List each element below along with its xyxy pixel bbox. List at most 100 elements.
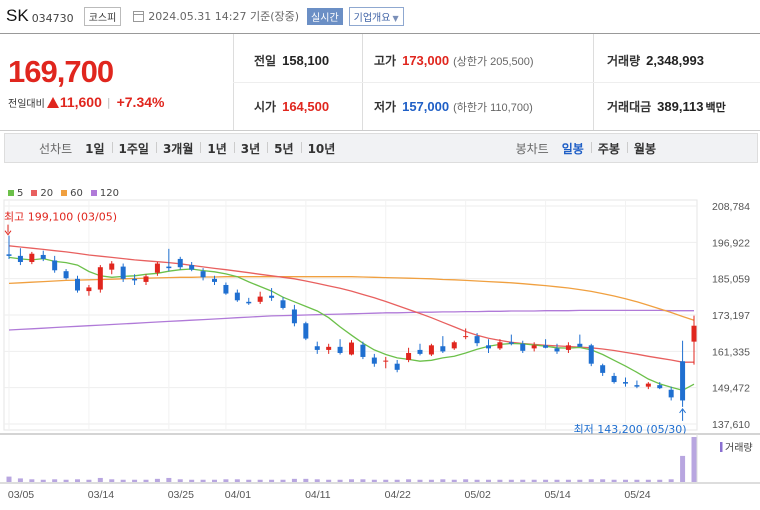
volume-bar — [565, 479, 571, 482]
volume-bar — [143, 479, 149, 482]
candle-down — [623, 382, 628, 384]
candle-down — [508, 342, 514, 344]
trade-amount-label: 거래대금 — [607, 100, 652, 114]
volume-bar — [52, 479, 58, 482]
volume-bar — [337, 479, 343, 482]
lower-limit-value: 110,700) — [490, 102, 533, 114]
company-overview-label: 기업개요 — [353, 12, 391, 24]
candle-down — [291, 309, 297, 324]
low-value: 157,000 — [402, 99, 450, 114]
candle-down — [577, 343, 583, 347]
candle-down — [394, 363, 400, 370]
volume-bar — [531, 479, 537, 482]
candle-down — [52, 260, 58, 271]
candle-down — [269, 295, 275, 298]
volume-bar — [474, 479, 480, 482]
legend-ma60-label: 60 — [70, 188, 83, 199]
x-tick-label: 04/01 — [225, 489, 251, 501]
weekly-candle-button[interactable]: 주봉 — [590, 140, 627, 157]
trade-amount-value: 389,113 — [657, 99, 704, 114]
legend-ma20-label: 20 — [40, 188, 54, 199]
x-tick-label: 05/14 — [544, 489, 570, 501]
period-5y-button[interactable]: 5년 — [267, 140, 300, 157]
volume-bar — [668, 479, 674, 482]
volume-value: 2,348,993 — [646, 53, 704, 68]
prev-close-value: 158,100 — [282, 53, 330, 68]
candle-up — [97, 267, 103, 290]
legend-ma120: 120 — [90, 188, 119, 199]
lower-limit-label: (하한가 — [453, 102, 488, 114]
candle-up — [428, 345, 434, 355]
candle-down — [234, 292, 240, 301]
prev-close-label: 전일 — [254, 54, 277, 68]
volume-bar — [417, 479, 423, 482]
volume-bar — [212, 479, 217, 482]
y-tick-label: 137,610 — [712, 419, 750, 431]
volume-bar — [383, 479, 389, 482]
volume-bar — [280, 479, 286, 482]
volume-bar — [371, 479, 377, 482]
candle-down — [120, 266, 126, 279]
candle-up — [451, 342, 457, 349]
volume-bar — [189, 479, 195, 482]
candle-down — [246, 301, 252, 304]
realtime-button[interactable]: 실시간 — [307, 7, 343, 25]
candle-down — [554, 348, 560, 352]
chevron-down-icon: ▼ — [392, 13, 399, 23]
volume-label: 거래량 — [725, 442, 753, 454]
period-3y-button[interactable]: 3년 — [233, 140, 267, 157]
volume-bar — [17, 478, 23, 482]
volume-bar — [623, 479, 628, 482]
candle-up — [257, 296, 263, 302]
period-toolbar: 선차트 1일 1주일 3개월 1년 3년 5년 10년 봉차트 일봉 주봉 월봉 — [4, 133, 758, 163]
volume-bar — [326, 479, 332, 482]
candle-down — [474, 336, 480, 344]
market-badge: 코스피 — [83, 6, 122, 26]
change-amount: 11,600 — [59, 94, 102, 110]
open-label: 시가 — [254, 100, 277, 114]
period-1d-button[interactable]: 1일 — [85, 141, 105, 156]
candlestick-chart[interactable]: 208,784 196,922 185,059 173,197 161,335 149,4… — [0, 190, 760, 510]
candle-down — [177, 258, 183, 268]
volume-bar — [691, 437, 697, 482]
candle-down — [189, 265, 195, 270]
period-1w-button[interactable]: 1주일 — [111, 140, 156, 157]
prev-close: 전일 158,100 — [254, 52, 329, 69]
x-tick-label: 05/02 — [465, 489, 491, 501]
open-value: 164,500 — [282, 99, 330, 114]
legend-ma20: 20 — [31, 188, 53, 199]
volume-bar — [463, 479, 469, 482]
candle-down — [166, 266, 172, 269]
period-1y-button[interactable]: 1년 — [200, 140, 233, 157]
candle-up — [383, 360, 389, 362]
low-annotation: 최저 143,200 (05/30) — [574, 423, 687, 436]
volume: 거래량 2,348,993 — [607, 52, 704, 69]
x-tick-label: 03/25 — [168, 489, 194, 501]
candle-up — [565, 345, 571, 350]
monthly-candle-button[interactable]: 월봉 — [626, 140, 663, 157]
candle-down — [680, 361, 686, 401]
candle-up — [406, 352, 412, 361]
volume-bar — [120, 479, 126, 482]
candle-down — [486, 345, 491, 349]
volume-bar — [97, 477, 103, 482]
candle-up — [349, 342, 354, 355]
period-3m-button[interactable]: 3개월 — [155, 140, 200, 157]
volume-bar — [303, 478, 309, 482]
candle-up — [109, 263, 115, 270]
daily-candle-button[interactable]: 일봉 — [561, 141, 584, 156]
volume-bar — [6, 476, 12, 482]
stock-name: SK — [6, 6, 29, 25]
volume-bar — [200, 479, 206, 482]
volume-bar — [177, 479, 183, 482]
candle-down — [371, 357, 377, 364]
company-overview-dropdown[interactable]: 기업개요 ▼ — [348, 6, 404, 26]
candle-up — [154, 263, 160, 273]
volume-bar — [451, 479, 457, 482]
candle-down — [40, 254, 46, 259]
period-10y-button[interactable]: 10년 — [300, 140, 343, 157]
volume-bar — [29, 479, 35, 482]
upper-limit-label: (상한가 — [453, 56, 488, 68]
volume-legend-swatch — [720, 442, 723, 452]
y-tick-label: 161,335 — [712, 346, 750, 358]
